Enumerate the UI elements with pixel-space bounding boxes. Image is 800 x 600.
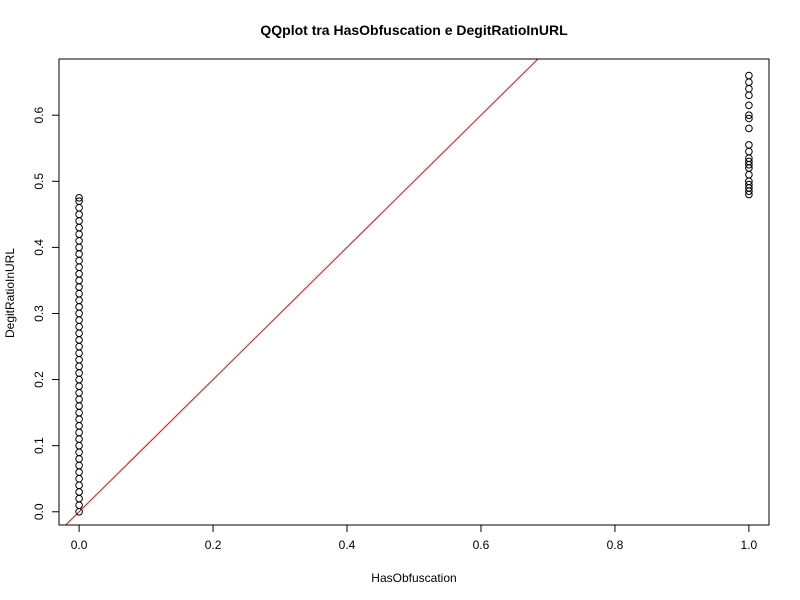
y-tick-label: 0.3	[32, 305, 46, 322]
data-point	[75, 194, 83, 202]
x-tick-label: 1.0	[741, 538, 758, 552]
data-point	[745, 101, 753, 110]
data-point	[75, 197, 83, 205]
x-tick-label: 0.8	[607, 538, 624, 552]
data-point	[745, 141, 753, 149]
x-axis: 0.0 0.2 0.4 0.6 0.8 1.0	[71, 524, 758, 552]
y-tick-label: 0.6	[32, 107, 46, 124]
y-axis-label: DegitRatioInURL	[3, 248, 17, 338]
reference-line	[64, 59, 539, 525]
chart-title: QQplot tra HasObfuscation e DegitRatioIn…	[260, 22, 568, 38]
data-point	[745, 71, 753, 80]
x-tick-label: 0.0	[71, 538, 88, 552]
y-tick-label: 0.5	[32, 173, 46, 190]
y-tick-label: 0.4	[32, 239, 46, 256]
points-layer	[75, 71, 753, 516]
y-tick-label: 0.1	[32, 437, 46, 454]
y-tick-label: 0.0	[32, 503, 46, 520]
x-tick-label: 0.2	[205, 538, 222, 552]
data-point	[745, 111, 753, 119]
y-tick-label: 0.2	[32, 371, 46, 388]
data-point	[745, 114, 753, 123]
data-point	[745, 124, 753, 133]
data-point	[745, 157, 753, 166]
data-point	[745, 180, 753, 189]
x-tick-label: 0.6	[473, 538, 490, 552]
x-tick-label: 0.4	[339, 538, 356, 552]
x-axis-label: HasObfuscation	[371, 571, 456, 585]
plot-area	[64, 59, 753, 525]
reference-line-layer	[64, 59, 539, 525]
y-axis: 0.0 0.1 0.2 0.3 0.4 0.5 0.6	[32, 107, 60, 520]
